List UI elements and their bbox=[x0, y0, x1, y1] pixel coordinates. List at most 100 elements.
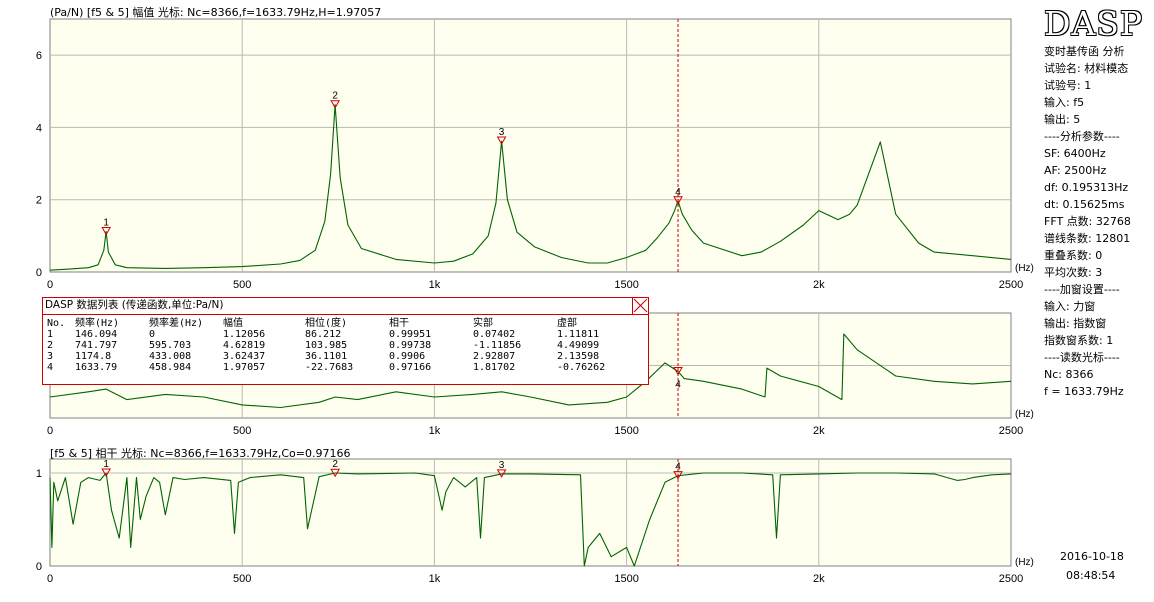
table-row-cell: 4.49099 bbox=[557, 340, 600, 351]
table-row-cell: 0 bbox=[149, 329, 156, 340]
parameter-list: 变时基传函 分析 试验名: 材料模态 试验号: 1 输入: f5 输出: 5 ----分析… bbox=[1044, 43, 1131, 400]
table-row-cell: 36.1101 bbox=[305, 351, 348, 362]
series-line bbox=[49, 472, 1012, 567]
peak-marker bbox=[101, 468, 112, 478]
table-row-cell: -22.7683 bbox=[305, 362, 354, 373]
x-tick-label: 2k bbox=[813, 425, 825, 437]
sidebar-line: df: 0.195313Hz bbox=[1044, 181, 1129, 194]
peak-marker bbox=[101, 227, 112, 236]
table-header-cell: 幅值 bbox=[223, 318, 243, 329]
sidebar-line: 输出: 指数窗 bbox=[1044, 317, 1107, 330]
table-row-cell: 741.797 bbox=[75, 340, 118, 351]
sidebar-line: 平均次数: 3 bbox=[1044, 266, 1103, 279]
marker-label: 4 bbox=[675, 462, 681, 473]
x-tick-label: 1k bbox=[429, 573, 441, 585]
table-row-cell: 0.97166 bbox=[389, 362, 432, 373]
x-tick-label: 1k bbox=[429, 425, 441, 437]
marker-label: 4 bbox=[675, 187, 681, 198]
x-tick-label: 0 bbox=[47, 279, 53, 291]
table-row-cell: 1.81702 bbox=[473, 362, 516, 373]
sidebar-line: 变时基传函 分析 bbox=[1044, 45, 1125, 58]
sidebar-line: dt: 0.15625ms bbox=[1044, 198, 1125, 211]
plot-area bbox=[49, 18, 1012, 273]
sidebar-line: 试验号: 1 bbox=[1044, 79, 1092, 92]
x-tick-label: 2500 bbox=[999, 425, 1023, 437]
table-row-cell: -0.76262 bbox=[557, 362, 606, 373]
table-row-cell: 1.97057 bbox=[223, 362, 266, 373]
x-tick-label: 1k bbox=[429, 279, 441, 291]
sidebar-line: 输出: 5 bbox=[1044, 113, 1081, 126]
table-header-cell: 实部 bbox=[473, 318, 493, 329]
table-row-cell: 103.985 bbox=[305, 340, 348, 351]
series-line bbox=[49, 104, 1012, 271]
table-row-cell: 458.984 bbox=[149, 362, 192, 373]
x-tick-label: 500 bbox=[233, 425, 251, 437]
table-row-cell: 4 bbox=[47, 362, 54, 373]
table-row-cell: 595.703 bbox=[149, 340, 192, 351]
peak-marker bbox=[673, 366, 683, 376]
chart-header: (Pa/N) [f5 & 5] 幅值 光标: Nc=8366,f=1633.79… bbox=[50, 5, 381, 19]
table-row-cell: 3 bbox=[47, 351, 54, 362]
marker-label: 3 bbox=[499, 460, 505, 471]
x-unit-label: (Hz) bbox=[1015, 263, 1034, 274]
x-tick-label: 2500 bbox=[999, 573, 1023, 585]
table-header-cell: No. bbox=[47, 318, 66, 329]
table-row-cell: 2.92807 bbox=[473, 351, 516, 362]
time-stamp: 08:48:54 bbox=[1066, 569, 1116, 582]
y-tick-label: 0 bbox=[36, 561, 42, 573]
sidebar-line: FFT 点数: 32768 bbox=[1044, 215, 1131, 228]
x-tick-label: 0 bbox=[47, 573, 53, 585]
sidebar-line: 输入: 力窗 bbox=[1044, 300, 1096, 313]
table-header-cell: 相干 bbox=[389, 318, 409, 329]
dialog-title: DASP 数据列表 (传递函数,单位:Pa/N) bbox=[43, 298, 648, 315]
table-row-cell: 2 bbox=[47, 340, 54, 351]
chart-header: [f5 & 5] 相干 光标: Nc=8366,f=1633.79Hz,Co=0… bbox=[50, 446, 350, 460]
table-row-cell: 146.094 bbox=[75, 329, 118, 340]
table-row-cell: 86.212 bbox=[305, 329, 342, 340]
x-tick-label: 2k bbox=[813, 279, 825, 291]
y-tick-label: 6 bbox=[36, 50, 42, 62]
data-list-dialog[interactable]: DASP 数据列表 (传递函数,单位:Pa/N) No. 频率(Hz) 频率差(Hz… bbox=[42, 297, 649, 385]
sidebar-line: Nc: 8366 bbox=[1044, 368, 1094, 381]
chart-panel-3: 0 500 1k 1500 2k 2500(Hz)01[f5 & 5] 相干 光标: Nc… bbox=[36, 446, 1034, 585]
x-tick-label: 2500 bbox=[999, 279, 1023, 291]
table-row-cell: 0.07402 bbox=[473, 329, 516, 340]
peak-marker bbox=[496, 136, 507, 146]
sidebar-line: 输入: f5 bbox=[1044, 96, 1085, 109]
y-tick-label: 2 bbox=[36, 195, 42, 207]
x-tick-label: 0 bbox=[47, 425, 53, 437]
info-sidebar: DASP 变时基传函 分析 试验名: 材料模态 试验号: 1 输入: f5 输出: 5 -… bbox=[1042, 0, 1154, 602]
date-stamp: 2016-10-18 bbox=[1060, 550, 1124, 563]
y-tick-label: 0 bbox=[36, 267, 42, 279]
x-tick-label: 500 bbox=[233, 279, 251, 291]
table-row-cell: 1174.8 bbox=[75, 351, 112, 362]
x-unit-label: (Hz) bbox=[1015, 409, 1034, 420]
peak-marker bbox=[673, 471, 683, 480]
sidebar-line: f = 1633.79Hz bbox=[1044, 385, 1124, 398]
y-tick-label: 1 bbox=[36, 468, 42, 480]
sidebar-line: 谱线条数: 12801 bbox=[1044, 232, 1131, 245]
table-row-cell: 2.13598 bbox=[557, 351, 600, 362]
table-row-cell: 0.99951 bbox=[389, 329, 432, 340]
y-tick-label: 4 bbox=[36, 122, 42, 134]
table-header-cell: 相位(度) bbox=[305, 318, 348, 329]
marker-label: 1 bbox=[103, 217, 109, 228]
table-header-cell: 虚部 bbox=[557, 318, 577, 329]
sidebar-line: AF: 2500Hz bbox=[1044, 164, 1107, 177]
table-row-cell: 0.9906 bbox=[389, 351, 426, 362]
dasp-logo: DASP bbox=[1044, 4, 1144, 43]
table-header-cell: 频率差(Hz) bbox=[149, 318, 204, 329]
table-row-cell: 4.62819 bbox=[223, 340, 266, 351]
marker-label: 2 bbox=[332, 459, 338, 470]
sidebar-line: 重叠系数: 0 bbox=[1044, 249, 1103, 262]
close-icon[interactable] bbox=[632, 298, 648, 314]
sidebar-line: ----分析参数---- bbox=[1044, 130, 1120, 143]
table-row-cell: 1.12056 bbox=[223, 329, 266, 340]
chart-panel-1: 0 500 1k 1500 2k 2500 (Hz) 0 2 4 6 (Pa/N) [f5 & 5] … bbox=[36, 5, 1034, 291]
table-row-cell: 1.11811 bbox=[557, 329, 600, 340]
table-row-cell: 1633.79 bbox=[75, 362, 118, 373]
x-tick-label: 500 bbox=[233, 573, 251, 585]
x-tick-label: 1500 bbox=[614, 425, 638, 437]
x-tick-label: 1500 bbox=[614, 279, 638, 291]
